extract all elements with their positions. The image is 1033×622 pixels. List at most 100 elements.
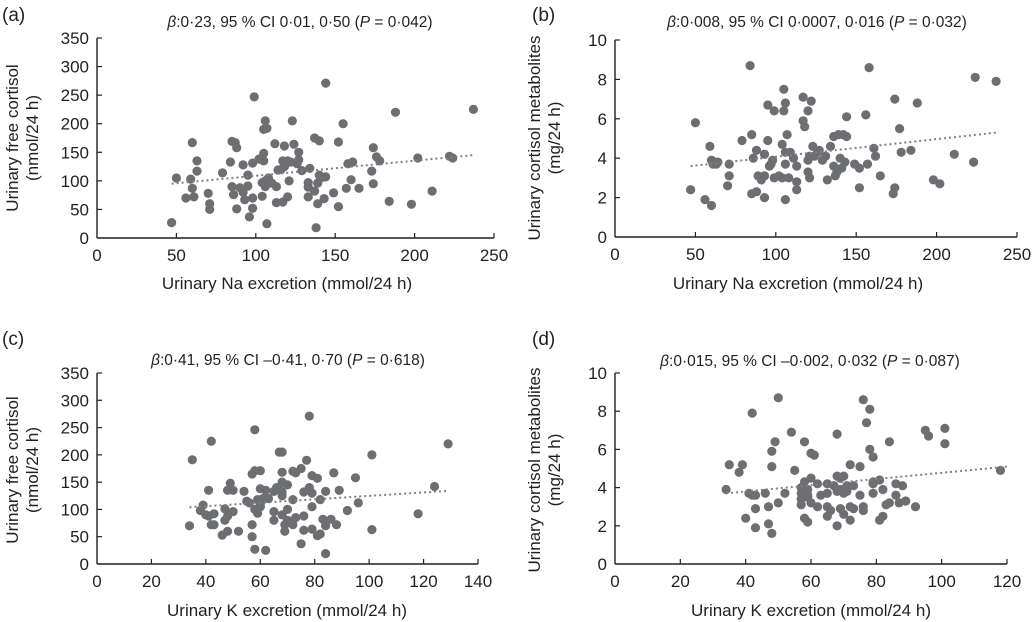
data-point xyxy=(806,96,816,106)
data-point xyxy=(870,151,881,161)
data-point xyxy=(858,505,868,516)
trend-line xyxy=(171,154,474,185)
panel-label: (a) xyxy=(2,5,25,26)
data-point xyxy=(760,488,770,498)
y-tick-label: 4 xyxy=(598,149,607,168)
data-point xyxy=(822,175,832,185)
y-axis-title-line1: Urinary free cortisol xyxy=(3,396,22,543)
data-point xyxy=(341,183,351,193)
data-point xyxy=(792,161,802,171)
data-point xyxy=(310,186,320,196)
data-point xyxy=(294,155,304,165)
data-point xyxy=(940,439,950,449)
data-point xyxy=(822,488,832,498)
x-tick-label: 100 xyxy=(762,245,790,264)
data-point xyxy=(878,511,888,521)
data-point xyxy=(723,181,733,191)
y-tick-label: 8 xyxy=(598,402,607,421)
data-point xyxy=(334,485,344,495)
data-point xyxy=(832,521,842,531)
y-tick-label: 10 xyxy=(588,364,607,383)
x-tick-label: 150 xyxy=(321,246,349,265)
x-tick-label: 0 xyxy=(92,572,101,591)
x-tick-label: 80 xyxy=(305,572,324,591)
data-point xyxy=(910,502,921,512)
data-point xyxy=(313,199,323,209)
data-point xyxy=(280,526,290,536)
data-point xyxy=(854,183,865,193)
data-point xyxy=(869,143,879,153)
data-point xyxy=(262,123,272,133)
data-point xyxy=(848,504,859,514)
data-point xyxy=(861,110,871,120)
data-point xyxy=(263,493,274,504)
x-tick-label: 100 xyxy=(242,246,270,265)
data-point xyxy=(294,147,304,157)
data-point xyxy=(204,485,214,495)
data-point xyxy=(184,521,195,531)
y-tick-label: 0 xyxy=(598,555,607,574)
x-tick-label: 250 xyxy=(1003,245,1031,264)
y-axis-title: Urinary free cortisol (nmol/24 h) xyxy=(3,396,42,543)
data-point xyxy=(198,500,208,510)
data-point xyxy=(413,153,423,163)
data-point xyxy=(875,171,885,181)
data-point xyxy=(315,529,325,539)
data-point xyxy=(724,460,734,470)
data-point xyxy=(247,520,257,530)
data-point xyxy=(282,480,293,490)
data-point xyxy=(321,521,331,531)
y-axis-title-line1: Urinary free cortisol xyxy=(3,64,22,211)
data-point xyxy=(333,202,343,212)
data-point xyxy=(896,147,906,157)
data-point xyxy=(269,507,279,517)
x-tick-label: 40 xyxy=(196,572,215,591)
data-point xyxy=(750,523,761,533)
data-point xyxy=(912,98,922,108)
data-point xyxy=(799,437,810,447)
data-point xyxy=(333,137,343,147)
data-point xyxy=(314,136,324,146)
data-point xyxy=(821,151,831,161)
data-point xyxy=(302,455,312,465)
data-point xyxy=(262,219,272,229)
data-point xyxy=(271,182,281,192)
data-point xyxy=(429,481,440,492)
data-point xyxy=(777,173,787,183)
data-point xyxy=(279,141,289,151)
data-point xyxy=(734,467,744,477)
y-tick-label: 8 xyxy=(598,70,607,89)
data-point xyxy=(767,446,777,456)
data-point xyxy=(763,519,774,529)
data-point xyxy=(321,549,331,559)
data-point xyxy=(367,525,377,535)
data-point xyxy=(686,185,696,195)
x-tick-label: 0 xyxy=(610,572,619,591)
data-point xyxy=(864,63,874,73)
data-point xyxy=(750,504,761,514)
data-point xyxy=(878,484,888,495)
data-point xyxy=(167,218,177,228)
data-point xyxy=(759,149,770,159)
data-point xyxy=(792,185,802,195)
data-point xyxy=(319,194,329,204)
data-point xyxy=(855,490,865,500)
data-point xyxy=(329,468,339,478)
y-axis-title-line1: Urinary cortisol metabolites xyxy=(525,367,544,572)
data-point xyxy=(261,485,271,495)
data-point xyxy=(299,511,309,521)
y-tick-label: 0 xyxy=(80,229,89,248)
data-point xyxy=(895,124,905,134)
y-tick-label: 150 xyxy=(61,473,89,492)
y-tick-label: 6 xyxy=(598,110,607,129)
data-point xyxy=(346,175,356,185)
y-axis-title-line2: (nmol/24 h) xyxy=(23,427,42,513)
panel-c: (c) β:0·41, 95 % CI –0·41, 0·70 (P = 0·6… xyxy=(2,329,492,620)
x-tick-label: 120 xyxy=(993,572,1021,591)
data-point xyxy=(239,486,249,496)
data-point xyxy=(259,148,269,158)
data-point xyxy=(751,145,762,155)
y-tick-label: 250 xyxy=(61,419,89,438)
x-tick-label: 80 xyxy=(867,572,886,591)
